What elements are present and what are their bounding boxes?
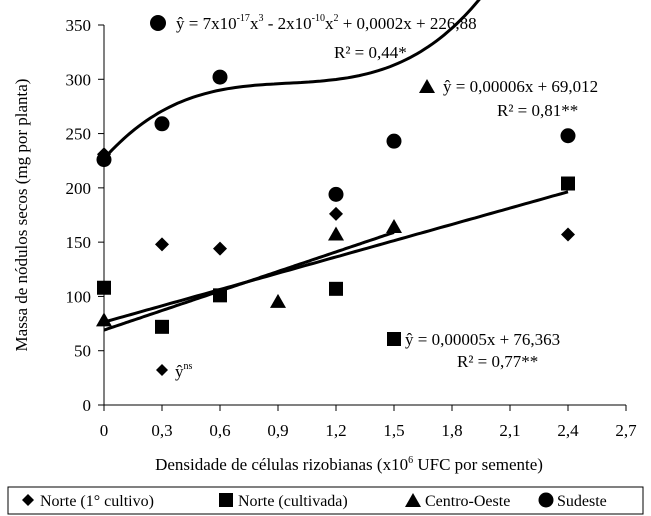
norte-cultivada-r2: R² = 0,77** bbox=[457, 352, 538, 371]
x-tick-label: 1,8 bbox=[441, 421, 462, 440]
norte-cultivada-equation-marker bbox=[387, 332, 401, 346]
data-point-square bbox=[213, 288, 227, 303]
x-tick-label: 0,6 bbox=[209, 421, 230, 440]
norte-1-cultivo-equation-marker bbox=[156, 364, 168, 376]
centro-oeste-equation-text: ŷ = 0,00006x + 69,012 bbox=[443, 77, 598, 96]
data-point-square bbox=[329, 281, 343, 296]
fit-lines bbox=[102, 0, 569, 332]
sudeste-equation-marker bbox=[150, 15, 166, 31]
data-points bbox=[96, 69, 576, 334]
y-tick-label: 200 bbox=[66, 179, 92, 198]
x-axis-title: Densidade de células rizobianas (x106 UF… bbox=[155, 455, 543, 474]
y-tick-label: 250 bbox=[66, 125, 92, 144]
data-point-triangle bbox=[96, 312, 112, 327]
sudeste-equation-text: ŷ = 7x10-17x3 - 2x10-10x2 + 0,0002x + 22… bbox=[176, 13, 477, 33]
x-tick-label: 1,2 bbox=[325, 421, 346, 440]
data-point-circle bbox=[96, 152, 112, 168]
data-point-square bbox=[97, 280, 111, 295]
fit-line-square bbox=[103, 190, 569, 324]
fit-line-circle bbox=[102, 0, 481, 160]
legend-label-centro-oeste: Centro-Oeste bbox=[425, 493, 510, 510]
x-tick-label: 1,5 bbox=[383, 421, 404, 440]
y-tick-label: 150 bbox=[66, 233, 92, 252]
norte-cultivada-equation-text: ŷ = 0,00005x + 76,363 bbox=[405, 330, 560, 349]
sudeste-equation: ŷ = 7x10-17x3 - 2x10-10x2 + 0,0002x + 22… bbox=[150, 13, 477, 62]
data-point-circle bbox=[386, 133, 402, 149]
norte-1-cultivo-equation-text: ŷns bbox=[175, 361, 193, 381]
x-tick-label: 0,3 bbox=[151, 421, 172, 440]
sudeste-r2: R² = 0,44* bbox=[334, 43, 407, 62]
legend-label-sudeste: Sudeste bbox=[557, 493, 607, 510]
centro-oeste-equation: ŷ = 0,00006x + 69,012 R² = 0,81** bbox=[419, 77, 598, 120]
data-point-square bbox=[155, 319, 169, 334]
data-point-triangle bbox=[386, 218, 402, 233]
y-tick-label: 100 bbox=[66, 287, 92, 306]
data-point-circle bbox=[212, 69, 228, 85]
y-tick-label: 300 bbox=[66, 70, 92, 89]
legend-circle-icon bbox=[538, 492, 554, 508]
data-point-triangle bbox=[328, 226, 344, 241]
x-tick-label: 2,1 bbox=[499, 421, 520, 440]
data-point-diamond bbox=[155, 237, 169, 252]
legend-label-norte-cultivada: Norte (cultivada) bbox=[238, 493, 348, 510]
legend-triangle-icon bbox=[405, 493, 421, 507]
legend-box bbox=[7, 486, 644, 515]
data-point-diamond bbox=[213, 241, 227, 256]
data-point-diamond bbox=[561, 227, 575, 242]
data-point-diamond bbox=[329, 206, 343, 221]
data-point-triangle bbox=[270, 293, 286, 308]
y-axis-title: Massa de nódulos secos (mg por planta) bbox=[12, 79, 31, 352]
data-point-circle bbox=[560, 128, 576, 144]
legend-diamond-icon bbox=[22, 494, 34, 506]
x-tick-label: 2,7 bbox=[615, 421, 637, 440]
y-tick-label: 50 bbox=[74, 342, 91, 361]
data-point-circle bbox=[154, 116, 170, 132]
centro-oeste-equation-marker bbox=[419, 79, 435, 93]
legend-label-norte-1-cultivo: Norte (1° cultivo) bbox=[40, 493, 154, 510]
fit-line-triangle bbox=[103, 230, 395, 332]
axes: 0 50 100 150 200 250 300 350 0 0,3 0,6 0,9 1,2 1,5 1,8… bbox=[66, 16, 638, 440]
legend: Norte (1° cultivo) Norte (cultivada) Cen… bbox=[7, 486, 644, 515]
x-tick-label: 0,9 bbox=[267, 421, 288, 440]
x-tick-label: 0 bbox=[100, 421, 109, 440]
centro-oeste-r2: R² = 0,81** bbox=[497, 101, 578, 120]
data-point-square bbox=[561, 176, 575, 191]
x-tick-label: 2,4 bbox=[557, 421, 579, 440]
norte-1-cultivo-equation: ŷns bbox=[156, 361, 193, 381]
y-tick-label: 350 bbox=[66, 16, 92, 35]
y-tick-label: 0 bbox=[83, 396, 92, 415]
legend-square-icon bbox=[219, 493, 233, 507]
data-point-circle bbox=[328, 186, 344, 202]
norte-cultivada-equation: ŷ = 0,00005x + 76,363 R² = 0,77** bbox=[387, 330, 560, 371]
